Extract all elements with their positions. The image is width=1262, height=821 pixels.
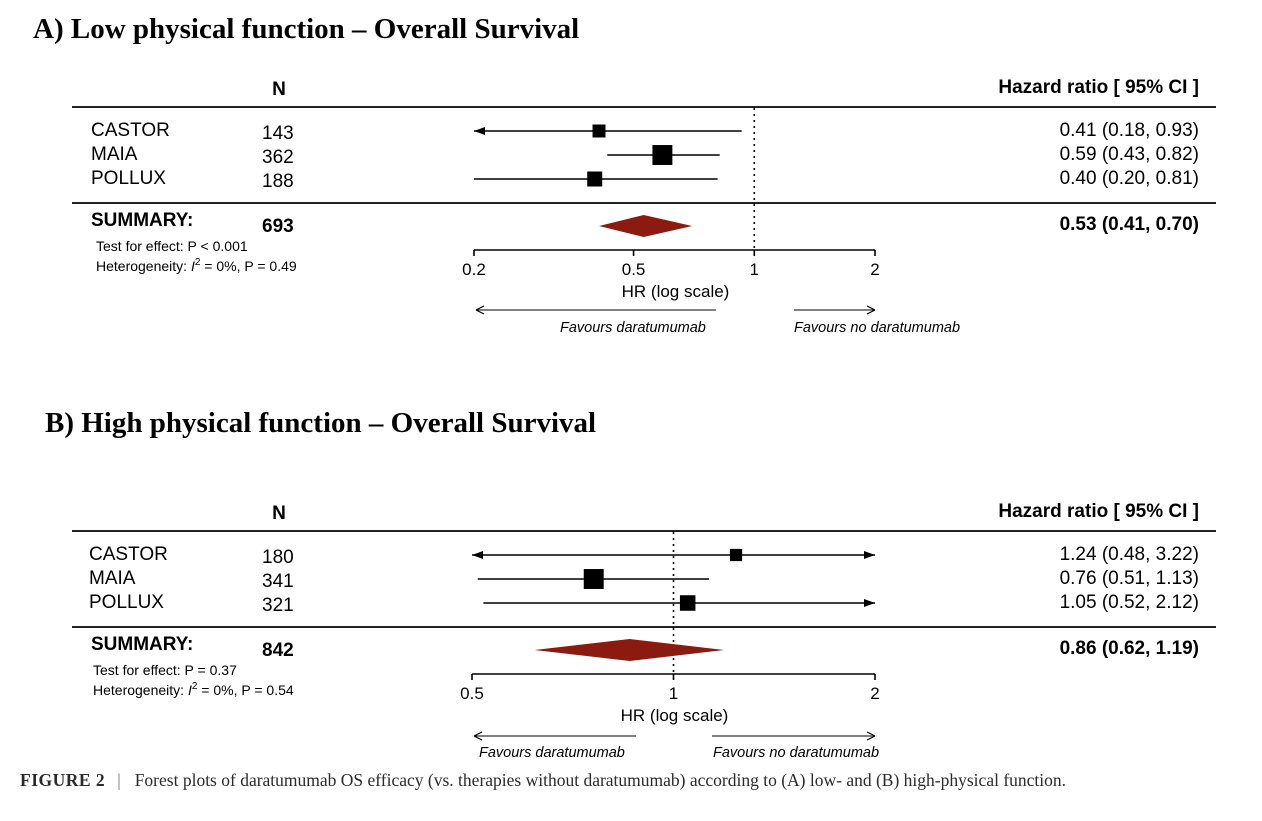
panel-a-study-hr-pollux: 0.40 (0.20, 0.81) [1060,168,1199,189]
panel-a-heterogeneity: Heterogeneity: I2 = 0%, P = 0.49 [96,257,297,274]
panel-a-study-n-maia: 362 [262,147,294,168]
panel-a-favours-right-label: Favours no daratumumab [794,320,960,336]
panel-b-study-n-maia: 341 [262,571,294,592]
panel-b-summary-hr: 0.86 (0.62, 1.19) [1060,638,1199,659]
panel-a-x-tick-label-2: 2 [870,260,879,279]
panel-a-study-name-maia: MAIA [91,144,138,165]
panel-a-point-estimate-pollux [587,171,603,187]
panel-a-point-estimate-castor [592,124,606,138]
panel-b-summary-diamond [534,639,725,661]
panel-b-test-for-effect: Test for effect: P = 0.37 [93,662,237,678]
panel-b-ci-arrow-left-castor [472,551,483,559]
panel-a-summary-hr: 0.53 (0.41, 0.70) [1060,214,1199,235]
panel-b-ci-arrow-right-castor [864,551,875,559]
panel-b-study-hr-pollux: 1.05 (0.52, 2.12) [1060,592,1199,613]
panel-b-favours-right-arrowhead [866,731,876,741]
panel-b-hr-header: Hazard ratio [ 95% CI ] [998,501,1199,522]
panel-b-summary-label: SUMMARY: [91,634,193,655]
panel-a-summary-n: 693 [262,216,294,237]
figure-caption: FIGURE 2 | Forest plots of daratumumab OS … [20,770,1066,791]
panel-a-study-n-pollux: 188 [262,171,294,192]
panel-a-study-n-castor: 143 [262,123,294,144]
panel-b-favours-left-arrowhead [473,731,483,741]
panel-b-study-hr-maia: 0.76 (0.51, 1.13) [1060,568,1199,589]
panel-b-x-tick-label-1: 1 [669,684,678,703]
panel-a-x-axis-label: HR (log scale) [622,282,730,301]
panel-a-point-estimate-maia [652,145,673,165]
panel-b-study-hr-castor: 1.24 (0.48, 3.22) [1060,544,1199,565]
panel-a-study-hr-castor: 0.41 (0.18, 0.93) [1060,120,1199,141]
panel-a-favours-left-label: Favours daratumumab [560,320,706,336]
panel-b-x-axis-label: HR (log scale) [621,706,729,725]
panel-a-ci-arrow-left-castor [474,127,485,135]
panel-a-n-header: N [272,79,286,100]
panel-b-study-n-castor: 180 [262,547,294,568]
panel-b-heterogeneity: Heterogeneity: I2 = 0%, P = 0.54 [93,681,294,698]
panel-a-favours-right-arrowhead [866,305,876,315]
panel-b-study-name-maia: MAIA [89,568,136,589]
caption-separator: | [117,770,121,790]
figure-label: FIGURE 2 [20,770,106,790]
panel-a-study-name-castor: CASTOR [91,120,170,141]
panel-b-point-estimate-maia [583,569,604,589]
panel-b-point-estimate-pollux [679,595,696,611]
panel-b-summary-n: 842 [262,640,294,661]
panel-b-favours-right-label: Favours no daratumumab [713,745,879,761]
caption-text: Forest plots of daratumumab OS efficacy … [134,770,1067,790]
panel-a-summary-diamond [599,215,693,237]
panel-b-x-tick-label-2: 2 [870,684,879,703]
panel-a-x-tick-label-0-2: 0.2 [462,260,486,279]
panel-a-summary-label: SUMMARY: [91,210,193,231]
panel-b-study-n-pollux: 321 [262,595,294,616]
panel-a-hr-header: Hazard ratio [ 95% CI ] [998,77,1199,98]
panel-a-x-tick-label-1: 1 [750,260,759,279]
panel-a-title: A) Low physical function – Overall Survi… [33,13,579,45]
panel-a-favours-left-arrowhead [475,305,485,315]
panel-b-favours-left-label: Favours daratumumab [479,745,625,761]
panel-a-study-name-pollux: POLLUX [91,168,166,189]
panel-a-x-tick-label-0-5: 0.5 [622,260,646,279]
panel-b-study-name-castor: CASTOR [89,544,168,565]
panel-b-x-tick-label-0-5: 0.5 [460,684,484,703]
panel-a-test-for-effect: Test for effect: P < 0.001 [96,238,248,254]
panel-a-study-hr-maia: 0.59 (0.43, 0.82) [1060,144,1199,165]
panel-b-study-name-pollux: POLLUX [89,592,164,613]
panel-b-title: B) High physical function – Overall Surv… [45,407,596,439]
panel-b-point-estimate-castor [729,548,743,562]
panel-b-n-header: N [272,503,286,524]
panel-b-ci-arrow-right-pollux [864,599,875,607]
